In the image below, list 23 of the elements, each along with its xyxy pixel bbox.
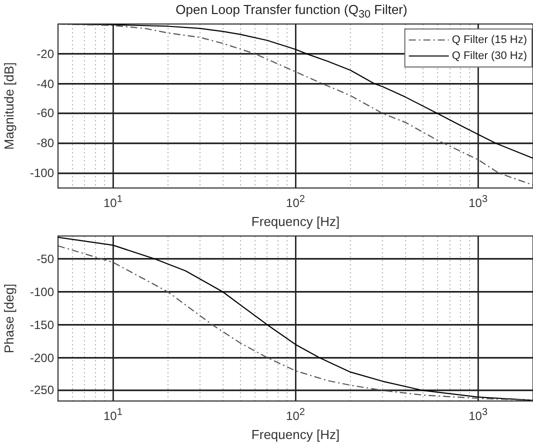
y-tick-label: -50: [36, 252, 54, 266]
chart-title: Open Loop Transfer function (Q$_{30}$ Filter): [174, 1, 408, 21]
y-tick-label: -100: [30, 166, 54, 180]
x-tick-label: 10$^{3}$: [468, 193, 488, 210]
x-tick-label: 10$^{3}$: [468, 406, 488, 423]
x-axis-title: Frequency [Hz]: [251, 426, 340, 442]
y-tick-label: -60: [36, 106, 54, 120]
x-axis-title: Frequency [Hz]: [251, 214, 340, 229]
x-tick-label: 10$^{1}$: [103, 193, 122, 210]
y-tick-label: -20: [36, 46, 54, 61]
y-tick-label: -40: [36, 76, 54, 91]
y-tick-label: -80: [36, 136, 54, 150]
y-tick-label: -150: [30, 318, 54, 332]
legend-label: Q Filter (30 Hz): [452, 50, 528, 62]
y-tick-label: -250: [30, 383, 54, 398]
legend-label: Q Filter (15 Hz): [452, 34, 528, 46]
x-tick-label: 10$^{2}$: [286, 406, 305, 423]
x-tick-label: 10$^{2}$: [286, 193, 305, 210]
y-tick-label: -200: [30, 350, 54, 365]
y-axis-title: Magnitude [dB]: [1, 62, 16, 150]
x-tick-label: 10$^{1}$: [103, 406, 122, 423]
y-axis-title: Phase [deg]: [1, 284, 16, 354]
y-tick-label: -100: [30, 284, 54, 299]
